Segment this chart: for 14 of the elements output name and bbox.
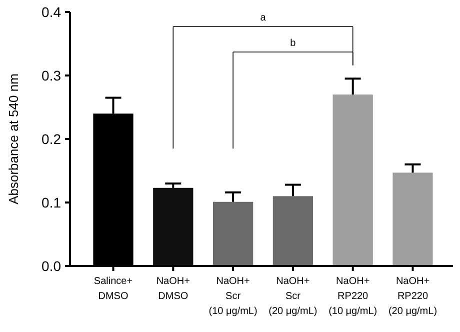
x-tick-label: Salince+ DMSO [94,276,133,302]
y-tick-label: 0.4 [42,4,62,20]
y-axis-title: Absorbance at 540 nm [6,74,21,204]
annotation: a [260,12,266,24]
y-tick-label: 0.2 [42,130,62,147]
x-tick-label: NaOH+ Scr (10 μg/mL) [208,276,258,317]
x-tick-label: NaOH+ RP220 (10 μg/mL) [328,276,378,317]
y-tick-label: 0.0 [42,258,62,274]
y-tick-label: 0.3 [42,67,62,84]
x-tick-label: NaOH+ Scr (20 μg/mL) [268,276,318,317]
x-tick-label: NaOH+ DMSO [156,276,190,302]
x-tick-label: NaOH+ RP220 (20 μg/mL) [388,276,438,317]
y-tick-label: 0.1 [42,194,62,210]
annotation: b [290,38,296,50]
